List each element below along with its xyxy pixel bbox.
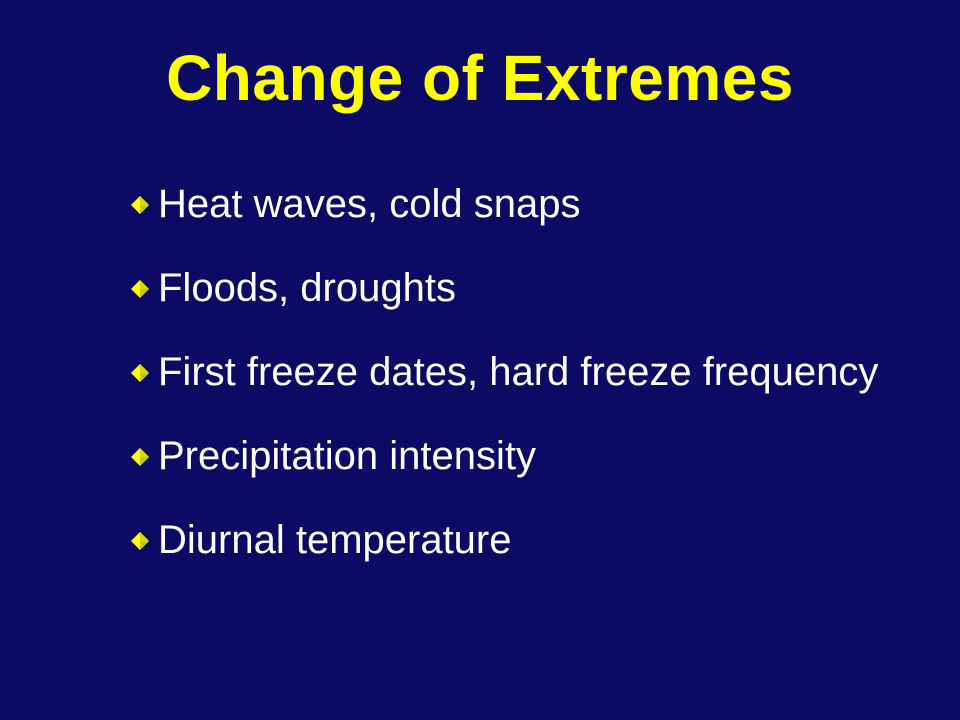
bullet-text: Floods, droughts [158, 266, 456, 310]
bullet-item-first-freeze: First freeze dates, hard freeze frequenc… [130, 348, 890, 396]
bullet-text: First freeze dates, hard freeze frequenc… [158, 350, 879, 394]
bullet-item-floods: Floods, droughts [130, 264, 890, 312]
bullet-text: Heat waves, cold snaps [158, 182, 581, 226]
diamond-bullet-icon [130, 447, 150, 467]
diamond-bullet-icon [130, 279, 150, 299]
diamond-bullet-icon [130, 363, 150, 383]
bullet-list: Heat waves, cold snaps Floods, droughts [130, 180, 890, 600]
slide-title: Change of Extremes [166, 42, 794, 114]
bullet-text: Diurnal temperature [158, 518, 512, 562]
bullet-text: Precipitation intensity [158, 434, 536, 478]
diamond-bullet-icon [130, 195, 150, 215]
bullet-item-diurnal: Diurnal temperature [130, 516, 890, 564]
bullet-item-precipitation: Precipitation intensity [130, 432, 890, 480]
diamond-bullet-icon [130, 531, 150, 551]
bullet-item-heat-waves: Heat waves, cold snaps [130, 180, 890, 228]
